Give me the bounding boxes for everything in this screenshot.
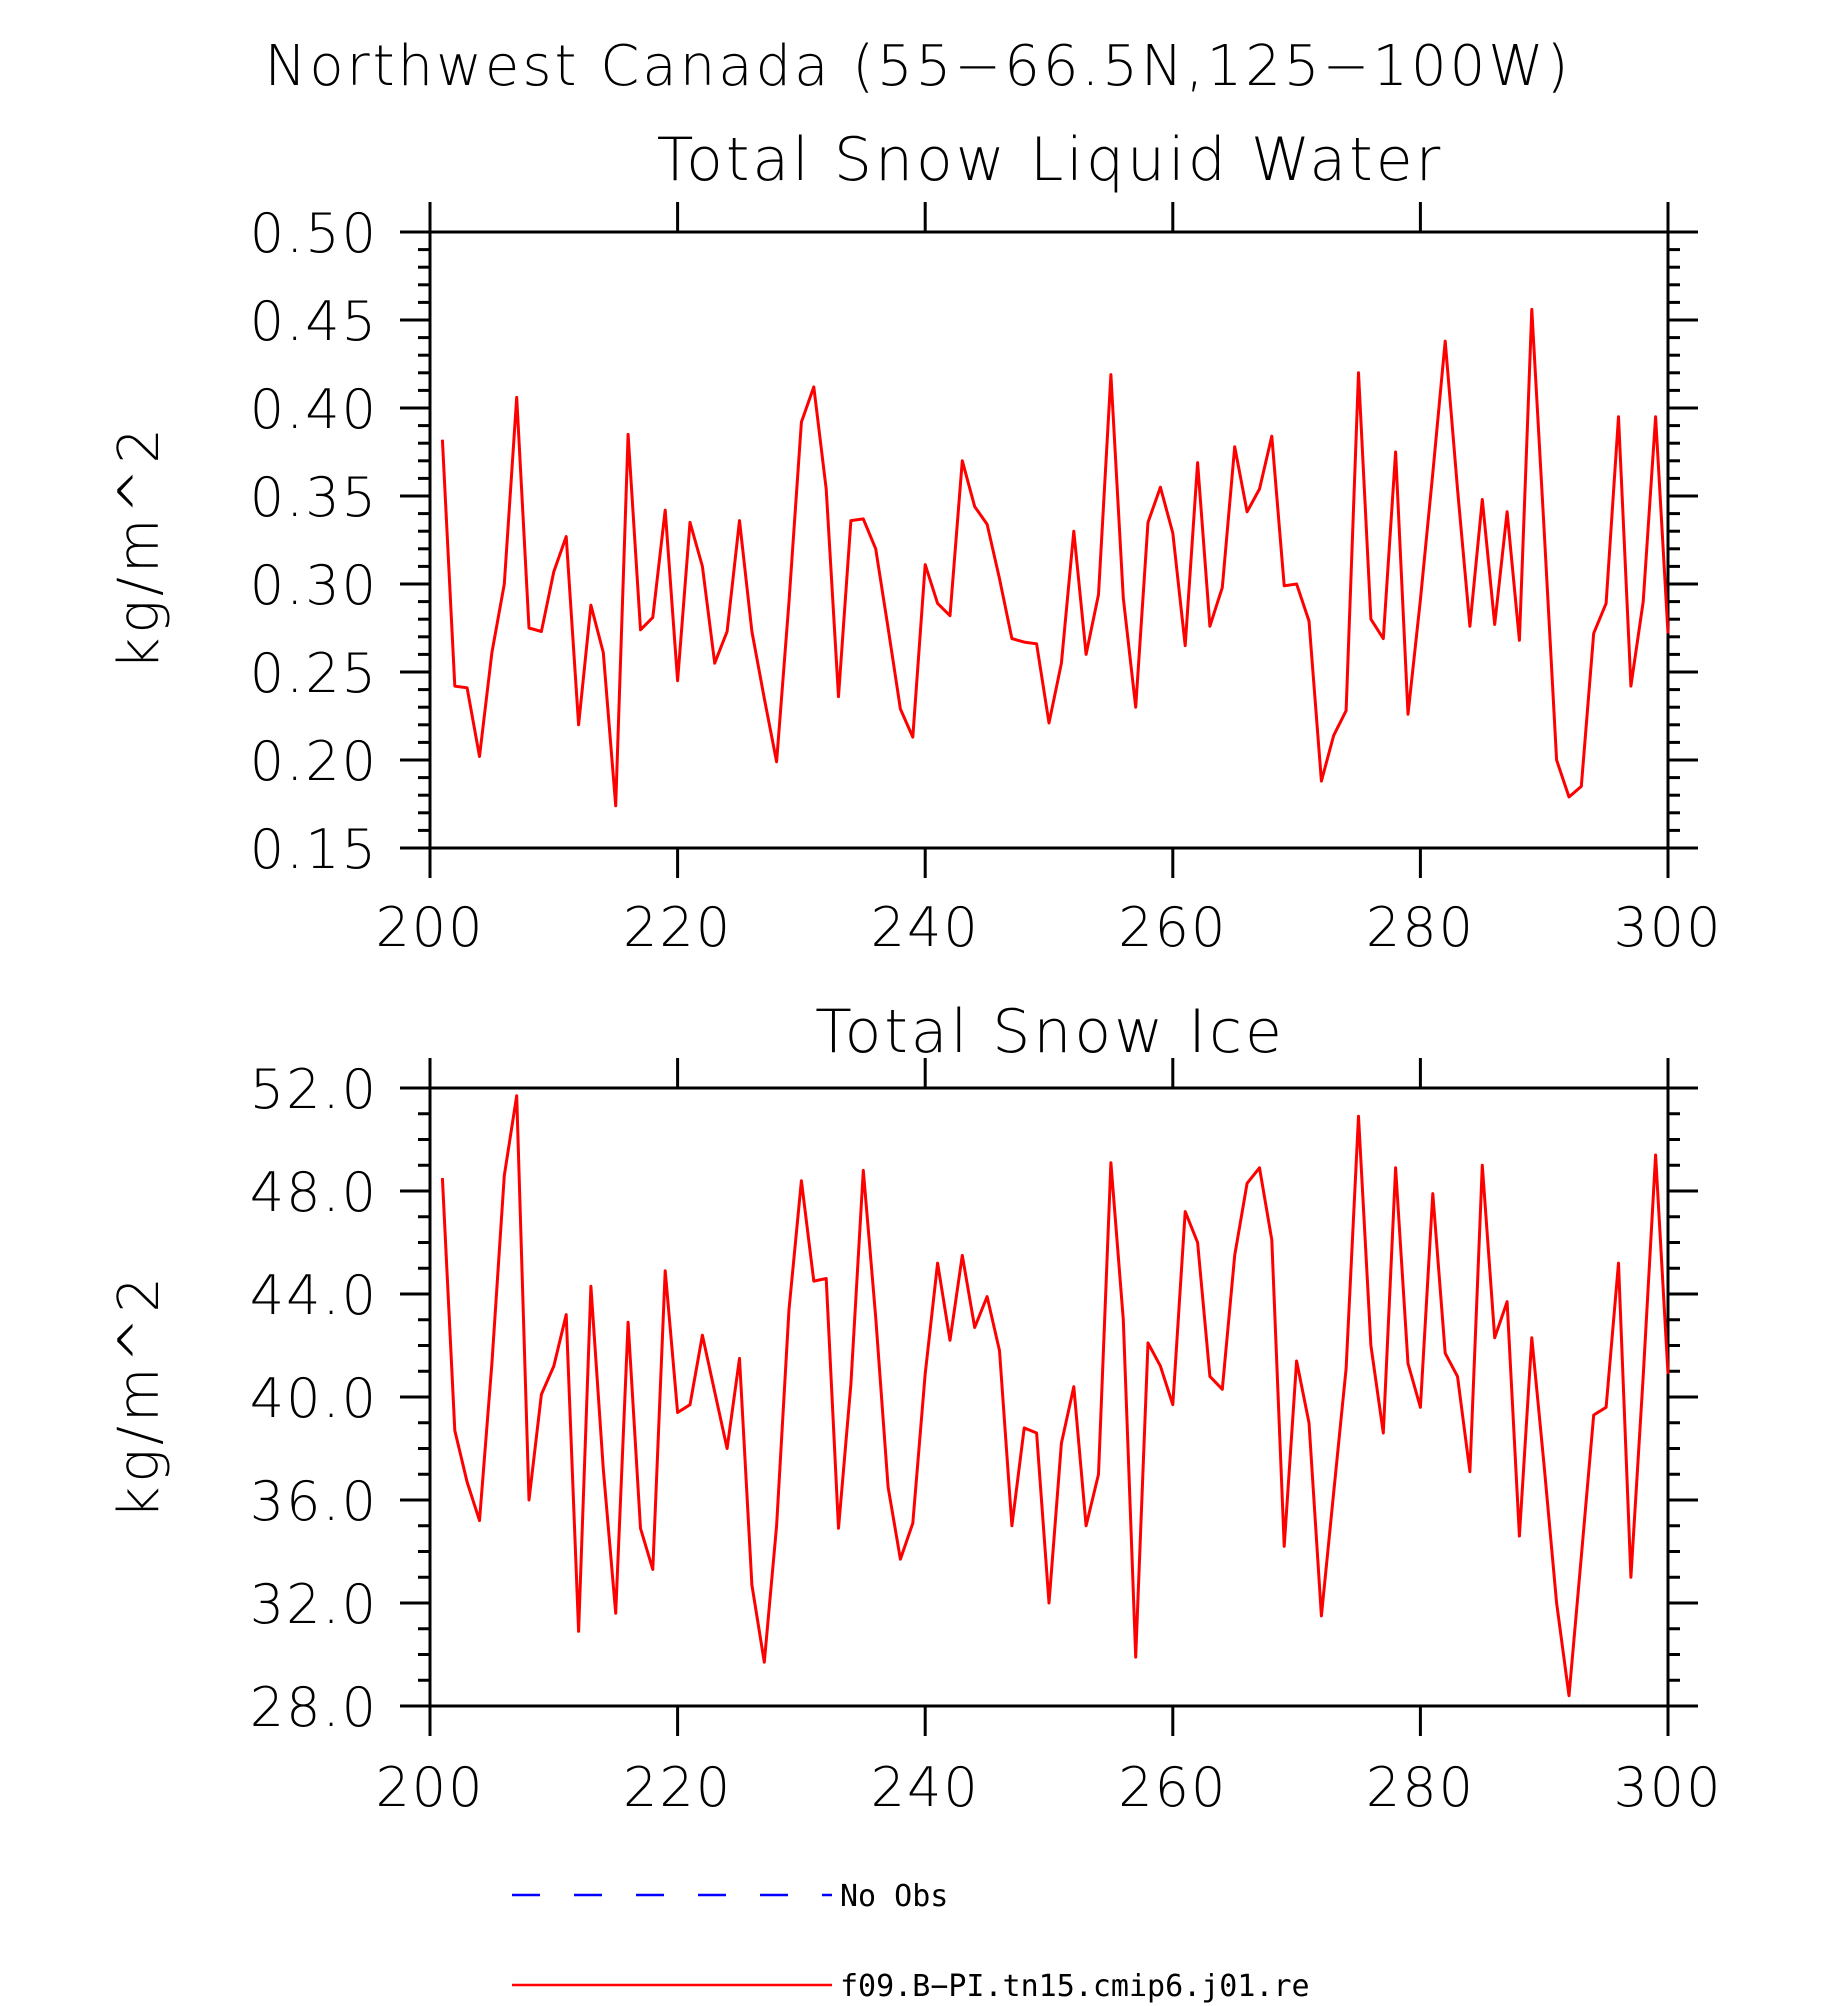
tick-labels: 28.0 32.0 36.0 40.0 44.0 48.0 52.0 200 220 240 260…: [250, 1058, 1722, 1819]
x-tick-label: 240: [871, 896, 980, 959]
y-tick-label: 0.25: [250, 642, 378, 705]
y-tick-label: 0.15: [250, 818, 378, 881]
y-axis-label: kg/m^2: [107, 1273, 172, 1519]
panel-title: Total Snow Ice: [815, 997, 1285, 1067]
y-tick-label: 0.30: [250, 554, 378, 617]
legend: No Obs f09.B−PI.tn15.cmip6.j01.re: [512, 1879, 1310, 2004]
x-tick-label: 220: [623, 896, 732, 959]
plot-frame: [428, 230, 1670, 850]
x-tick-label: 280: [1366, 1756, 1475, 1819]
y-tick-label: 28.0: [250, 1676, 378, 1739]
x-tick-label: 280: [1366, 896, 1475, 959]
x-tick-label: 240: [871, 1756, 980, 1819]
series-layer: [440, 1094, 1670, 1698]
panel-snow-liquid-water: Total Snow Liquid Water kg/m^2 0.150.200…: [107, 125, 1722, 959]
x-tick-label: 200: [375, 896, 484, 959]
y-tick-label: 0.45: [250, 290, 378, 353]
x-tick-label: 260: [1118, 1756, 1227, 1819]
y-tick-label: 40.0: [250, 1367, 378, 1430]
y-tick-label: 0.35: [250, 466, 378, 529]
x-tick-label: 300: [1613, 896, 1722, 959]
x-tick-label: 300: [1613, 1756, 1722, 1819]
y-tick-label: 48.0: [250, 1161, 378, 1224]
y-tick-label: 44.0: [250, 1264, 378, 1327]
x-tick-label: 260: [1118, 896, 1227, 959]
y-tick-label: 0.40: [250, 378, 378, 441]
y-tick-label: 0.20: [250, 730, 378, 793]
y-tick-label: 32.0: [250, 1573, 378, 1636]
series-layer: [440, 307, 1670, 808]
figure-title: Northwest Canada (55−66.5N,125−100W): [264, 34, 1571, 99]
panel-title: Total Snow Liquid Water: [657, 125, 1444, 195]
y-tick-label: 36.0: [250, 1470, 378, 1533]
tick-labels: 0.15 0.20 0.25 0.30 0.35 0.40 0.45 0.50 200 220 24…: [250, 202, 1722, 959]
x-tick-label: 220: [623, 1756, 732, 1819]
y-tick-label: 0.50: [250, 202, 378, 265]
series-line: [440, 1094, 1670, 1698]
legend-label-model: f09.B−PI.tn15.cmip6.j01.re: [840, 1969, 1310, 2004]
axis-ticks: [400, 1058, 1698, 1736]
panel-snow-ice: Total Snow Ice kg/m^2 28.0 32.0 36.0 40.0 44…: [107, 997, 1722, 1819]
axis-ticks: [400, 202, 1698, 878]
y-axis-label: kg/m^2: [107, 424, 172, 670]
x-tick-label: 200: [375, 1756, 484, 1819]
series-line: [440, 307, 1670, 808]
legend-label-no-obs: No Obs: [840, 1879, 948, 1914]
y-tick-label: 52.0: [250, 1058, 378, 1121]
